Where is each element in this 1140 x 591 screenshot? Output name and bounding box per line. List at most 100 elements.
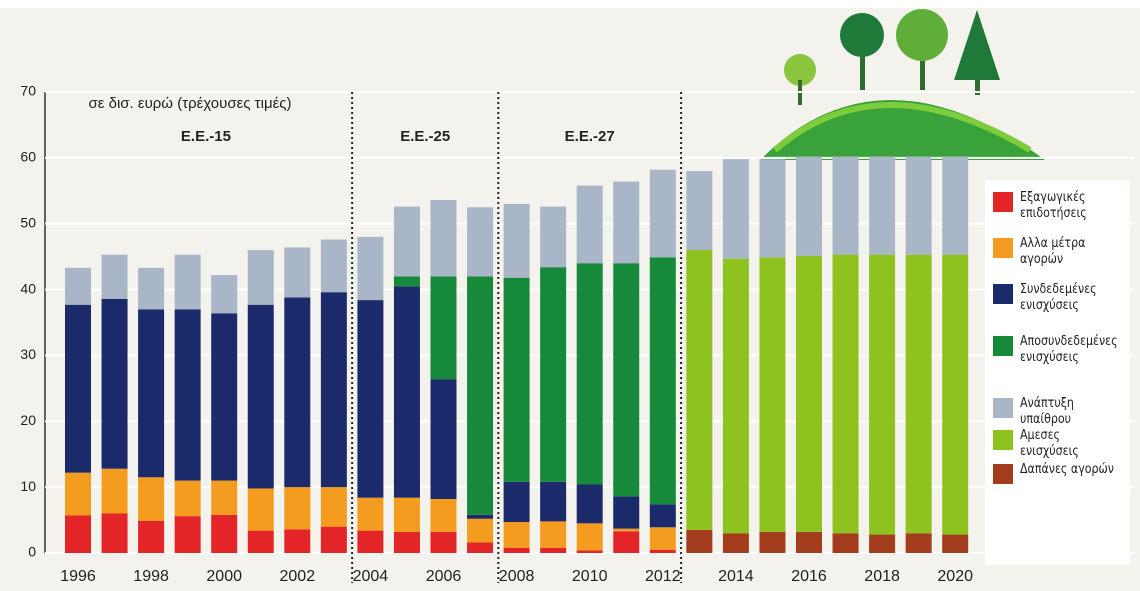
bar-segment [905,254,932,534]
y-tick-label: 60 [20,149,36,165]
bar-segment [393,276,420,287]
legend-swatch [993,336,1013,356]
legend-swatch [993,398,1013,418]
bar-segment [211,275,238,314]
bar-segment [467,276,494,515]
bar-segment [576,185,603,264]
legend-swatch [993,284,1013,304]
bar-segment [211,514,238,553]
bar-segment [430,531,457,553]
x-tick-label: 2020 [937,568,973,585]
period-label: Ε.Ε.-27 [565,128,615,145]
bar-segment [796,531,822,553]
bar-segment [65,267,91,305]
x-tick-label: 2010 [572,568,608,585]
bar-segment [138,520,165,553]
bar-segment [905,156,932,255]
bar-segment [613,263,640,497]
legend-label: Αμεσες ενισχύσεις [1020,428,1079,459]
bar-segment [942,534,969,553]
bar-segment [503,481,530,523]
bar-segment [357,300,384,498]
y-tick-label: 40 [20,280,36,296]
bar-segment [613,496,640,529]
bar-segment [540,521,567,548]
bar-segment [393,206,420,277]
bar-segment [393,497,420,532]
bar-segment [357,530,384,553]
x-tick-label: 2008 [499,568,535,585]
bar-segment [393,531,420,553]
bar-segment [722,159,749,259]
bar-segment [686,529,713,553]
legend-label: Ανάπτυξη υπαίθρου [1020,396,1074,427]
bar-segment [430,498,457,532]
bar-segment [796,255,822,532]
bar-segment [613,528,640,532]
legend-swatch [993,464,1013,484]
bar-segment [65,304,91,473]
y-tick-label: 10 [20,478,36,494]
bar-segment [174,254,201,310]
bar-segment [576,550,603,553]
bar-segment [905,533,932,553]
legend-label: Συνδεδεμένες ενισχύσεις [1020,282,1097,313]
legend-label: Αλλα μέτρα αγορών [1020,236,1086,267]
bar-segment [722,258,749,534]
bar-segment [576,484,603,524]
bar-segment [284,247,311,298]
bar-segment [467,542,494,553]
bar-segment [649,257,676,505]
bar-segment [138,309,165,478]
x-tick-label: 2004 [353,568,389,585]
bar-segment [247,250,274,305]
bar-segment [540,481,567,522]
y-tick-label: 70 [20,83,36,99]
bar-segment [247,530,274,553]
bar-segment [284,297,311,488]
y-tick-label: 30 [20,346,36,362]
bar-segment [467,514,494,519]
bar-segment [869,156,896,255]
x-tick-label: 2002 [280,568,316,585]
legend-label: Εξαγωγικές επιδοτήσεις [1020,190,1087,221]
legend-swatch [993,238,1013,258]
bar-segment [869,534,896,553]
bar-segment [540,267,567,482]
bar-segment [393,286,420,498]
bar-segment [174,309,201,481]
bar-segment [65,515,91,553]
bar-segment [503,522,530,548]
bar-segment [503,277,530,482]
bar-segment [649,527,676,550]
legend-swatch [993,430,1013,450]
legend-label: Αποσυνδεδεμένες ενισχύσεις [1020,334,1118,365]
bar-segment [540,547,567,553]
bar-segment [649,549,676,553]
x-tick-label: 2000 [206,568,242,585]
bar-segment [101,468,128,514]
bar-segment [247,304,274,489]
bar-segment [759,257,786,532]
subtitle: σε δισ. ευρώ (τρέχουσες τιμές) [89,95,292,112]
bar-segment [211,480,238,515]
bar-segment [138,267,165,310]
x-tick-label: 2012 [645,568,681,585]
bar-segment [101,254,128,299]
bar-segment [430,200,457,277]
bar-segment [211,313,238,481]
bar-segment [430,379,457,499]
x-tick-label: 2014 [718,568,754,585]
bar-segment [247,488,274,531]
x-tick-label: 2016 [791,568,827,585]
bar-segment [759,531,786,553]
bar-segment [613,181,640,264]
y-tick-label: 0 [28,544,36,560]
bar-segment [174,480,201,517]
bar-segment [942,254,969,535]
bar-segment [430,276,457,380]
period-label: Ε.Ε.-15 [181,128,231,145]
bar-segment [759,159,786,258]
bar-segment [467,518,494,543]
